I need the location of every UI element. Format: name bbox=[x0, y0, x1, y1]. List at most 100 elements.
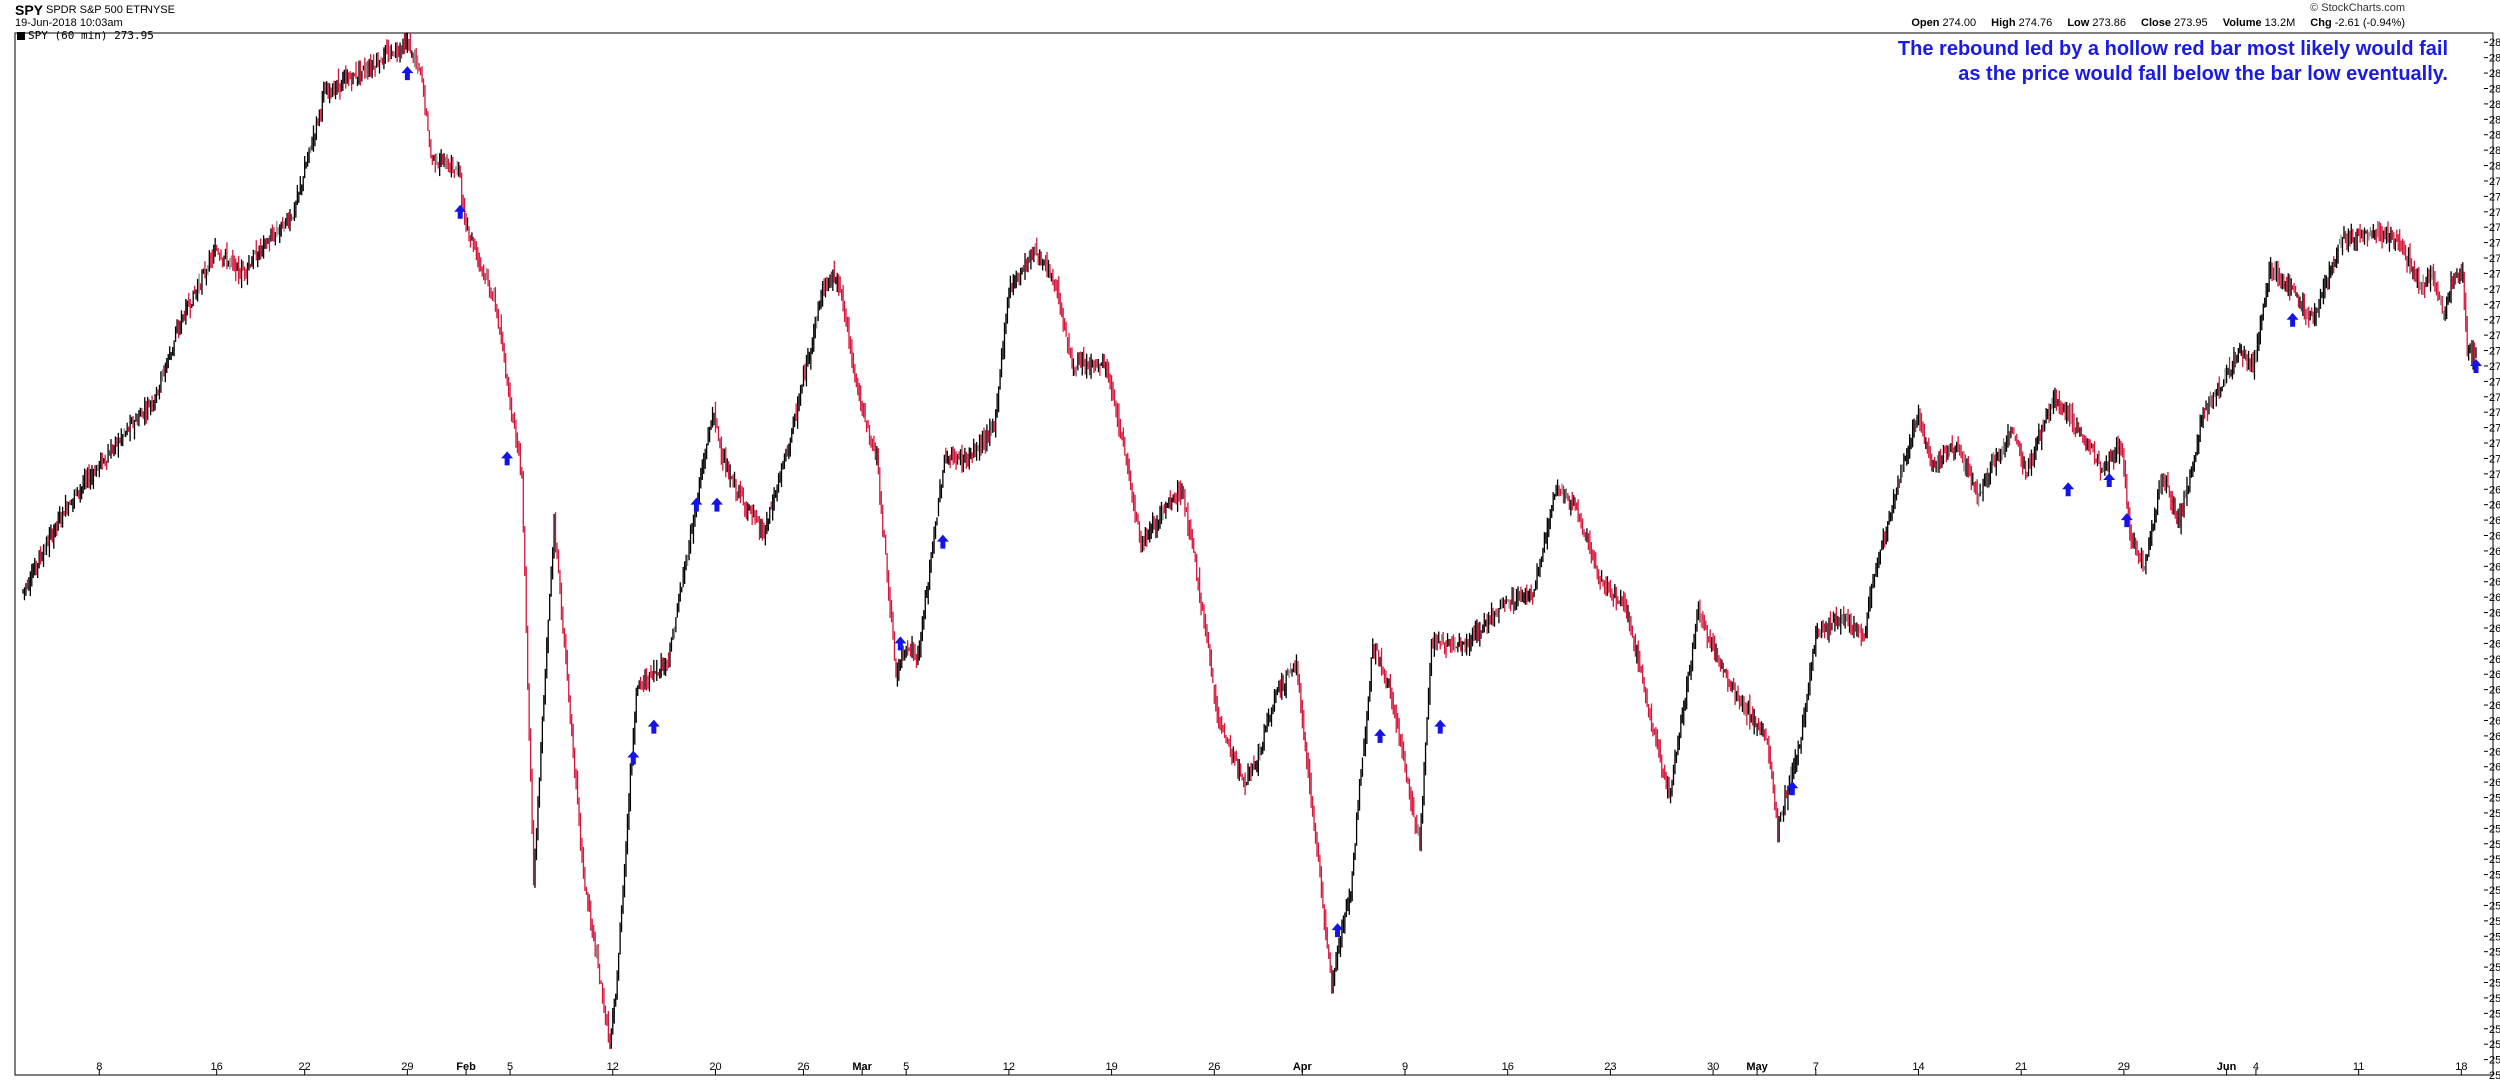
chg-label: Chg bbox=[2310, 17, 2332, 29]
x-tick-label: 19 bbox=[1105, 1061, 1117, 1073]
up-arrow-icon bbox=[2120, 513, 2133, 528]
y-tick-label: 282.0 bbox=[2489, 99, 2500, 111]
x-tick-label: 29 bbox=[401, 1061, 413, 1073]
y-tick-label: 283.0 bbox=[2489, 68, 2500, 80]
volume-value: 13.2M bbox=[2264, 17, 2296, 29]
up-arrow-icon bbox=[2062, 482, 2075, 497]
x-tick-label: 26 bbox=[1208, 1061, 1220, 1073]
up-arrow-icon bbox=[501, 451, 514, 466]
y-tick-label: 254.0 bbox=[2489, 962, 2500, 974]
y-tick-label: 262.5 bbox=[2489, 700, 2500, 712]
high-label: High bbox=[1991, 17, 2016, 29]
y-tick-label: 266.5 bbox=[2489, 577, 2500, 589]
y-tick-label: 276.5 bbox=[2489, 268, 2500, 280]
y-tick-label: 256.5 bbox=[2489, 885, 2500, 897]
y-tick-label: 272.0 bbox=[2489, 407, 2500, 419]
y-tick-label: 253.0 bbox=[2489, 993, 2500, 1005]
y-tick-label: 258.0 bbox=[2489, 839, 2500, 851]
y-tick-label: 284.0 bbox=[2489, 37, 2500, 49]
y-tick-label: 278.0 bbox=[2489, 222, 2500, 234]
y-tick-label: 264.0 bbox=[2489, 654, 2500, 666]
open-label: Open bbox=[1911, 17, 1940, 29]
x-tick-label: 7 bbox=[1813, 1061, 1819, 1073]
y-tick-label: 269.5 bbox=[2489, 484, 2500, 496]
y-tick-label: 278.5 bbox=[2489, 207, 2500, 219]
x-tick-label: 16 bbox=[1502, 1061, 1514, 1073]
y-tick-label: 273.5 bbox=[2489, 361, 2500, 373]
series-legend: SPY (60 min) 273.95 bbox=[17, 29, 154, 42]
datetime: 19-Jun-2018 10:03am bbox=[15, 17, 123, 29]
up-arrow-icon bbox=[401, 66, 414, 81]
y-tick-label: 280.0 bbox=[2489, 161, 2500, 173]
y-tick-label: 271.0 bbox=[2489, 438, 2500, 450]
y-tick-label: 276.0 bbox=[2489, 284, 2500, 296]
x-tick-label: 14 bbox=[1912, 1061, 1924, 1073]
y-tick-label: 266.0 bbox=[2489, 592, 2500, 604]
up-arrow-icon bbox=[627, 750, 640, 765]
y-tick-label: 269.0 bbox=[2489, 500, 2500, 512]
security-name: SPDR S&P 500 ETF bbox=[46, 4, 147, 16]
y-tick-label: 263.0 bbox=[2489, 685, 2500, 697]
y-tick-label: 260.0 bbox=[2489, 777, 2500, 789]
y-tick-label: 268.0 bbox=[2489, 531, 2500, 543]
x-tick-label: Apr bbox=[1293, 1061, 1313, 1073]
y-tick-label: 265.5 bbox=[2489, 608, 2500, 620]
y-tick-label: 268.5 bbox=[2489, 515, 2500, 527]
y-tick-label: 254.5 bbox=[2489, 947, 2500, 959]
y-tick-label: 270.0 bbox=[2489, 469, 2500, 481]
high-value: 274.76 bbox=[2018, 17, 2053, 29]
x-tick-label: 21 bbox=[2015, 1061, 2027, 1073]
y-tick-label: 252.0 bbox=[2489, 1024, 2500, 1036]
y-tick-label: 255.5 bbox=[2489, 916, 2500, 928]
up-arrow-icon bbox=[1374, 728, 1387, 743]
x-tick-label: 8 bbox=[96, 1061, 102, 1073]
up-arrow-icon bbox=[690, 497, 703, 512]
up-arrow-icon bbox=[936, 534, 949, 549]
y-tick-label: 281.5 bbox=[2489, 114, 2500, 126]
candle-legend-icon bbox=[17, 32, 25, 40]
y-tick-label: 270.5 bbox=[2489, 453, 2500, 465]
close-label: Close bbox=[2141, 17, 2172, 29]
x-tick-label: Jun bbox=[2217, 1061, 2237, 1073]
y-tick-label: 281.0 bbox=[2489, 130, 2500, 142]
x-tick-label: 22 bbox=[299, 1061, 311, 1073]
low-value: 273.86 bbox=[2092, 17, 2126, 29]
up-arrow-icon bbox=[647, 719, 660, 734]
series-legend-label: SPY (60 min) 273.95 bbox=[28, 29, 154, 42]
x-tick-label: 11 bbox=[2353, 1061, 2364, 1073]
y-tick-label: 259.0 bbox=[2489, 808, 2500, 820]
low-label: Low bbox=[2067, 17, 2090, 29]
x-tick-label: 26 bbox=[797, 1061, 809, 1073]
up-arrow-icon bbox=[1434, 719, 1447, 734]
y-tick-label: 250.5 bbox=[2489, 1070, 2500, 1080]
symbol: SPY bbox=[15, 2, 44, 18]
y-tick-label: 279.5 bbox=[2489, 176, 2500, 188]
up-arrow-icon bbox=[454, 204, 467, 219]
y-tick-label: 257.5 bbox=[2489, 854, 2500, 866]
x-tick-label: 5 bbox=[903, 1061, 909, 1073]
y-tick-label: 265.0 bbox=[2489, 623, 2500, 635]
y-axis: 250.5 251.0 251.5 252.0 252.5 253.0 253.5 254.0… bbox=[2484, 37, 2500, 1080]
y-tick-label: 271.5 bbox=[2489, 423, 2500, 435]
y-tick-label: 277.5 bbox=[2489, 238, 2500, 250]
x-tick-label: 29 bbox=[2118, 1061, 2130, 1073]
y-tick-label: 256.0 bbox=[2489, 900, 2500, 912]
y-tick-label: 283.5 bbox=[2489, 53, 2500, 65]
x-tick-label: 30 bbox=[1707, 1061, 1719, 1073]
plot-frame bbox=[14, 32, 2494, 1076]
stockcharts-credit[interactable]: © StockCharts.com bbox=[2310, 2, 2405, 14]
chart-annotation: The rebound led by a hollow red bar most… bbox=[1897, 38, 2448, 85]
x-tick-label: 9 bbox=[1402, 1061, 1408, 1073]
up-arrow-icon bbox=[2286, 312, 2299, 327]
up-arrow-icon bbox=[2103, 473, 2116, 488]
exchange: NYSE bbox=[145, 4, 175, 16]
y-tick-label: 258.5 bbox=[2489, 823, 2500, 835]
up-arrow-icon bbox=[1331, 923, 1344, 938]
x-tick-label: 4 bbox=[2253, 1061, 2259, 1073]
x-tick-label: May bbox=[1746, 1061, 1768, 1073]
y-tick-label: 264.5 bbox=[2489, 638, 2500, 650]
y-tick-label: 255.0 bbox=[2489, 931, 2500, 943]
y-tick-label: 279.0 bbox=[2489, 191, 2500, 203]
y-tick-label: 282.5 bbox=[2489, 83, 2500, 95]
x-tick-label: 5 bbox=[507, 1061, 513, 1073]
